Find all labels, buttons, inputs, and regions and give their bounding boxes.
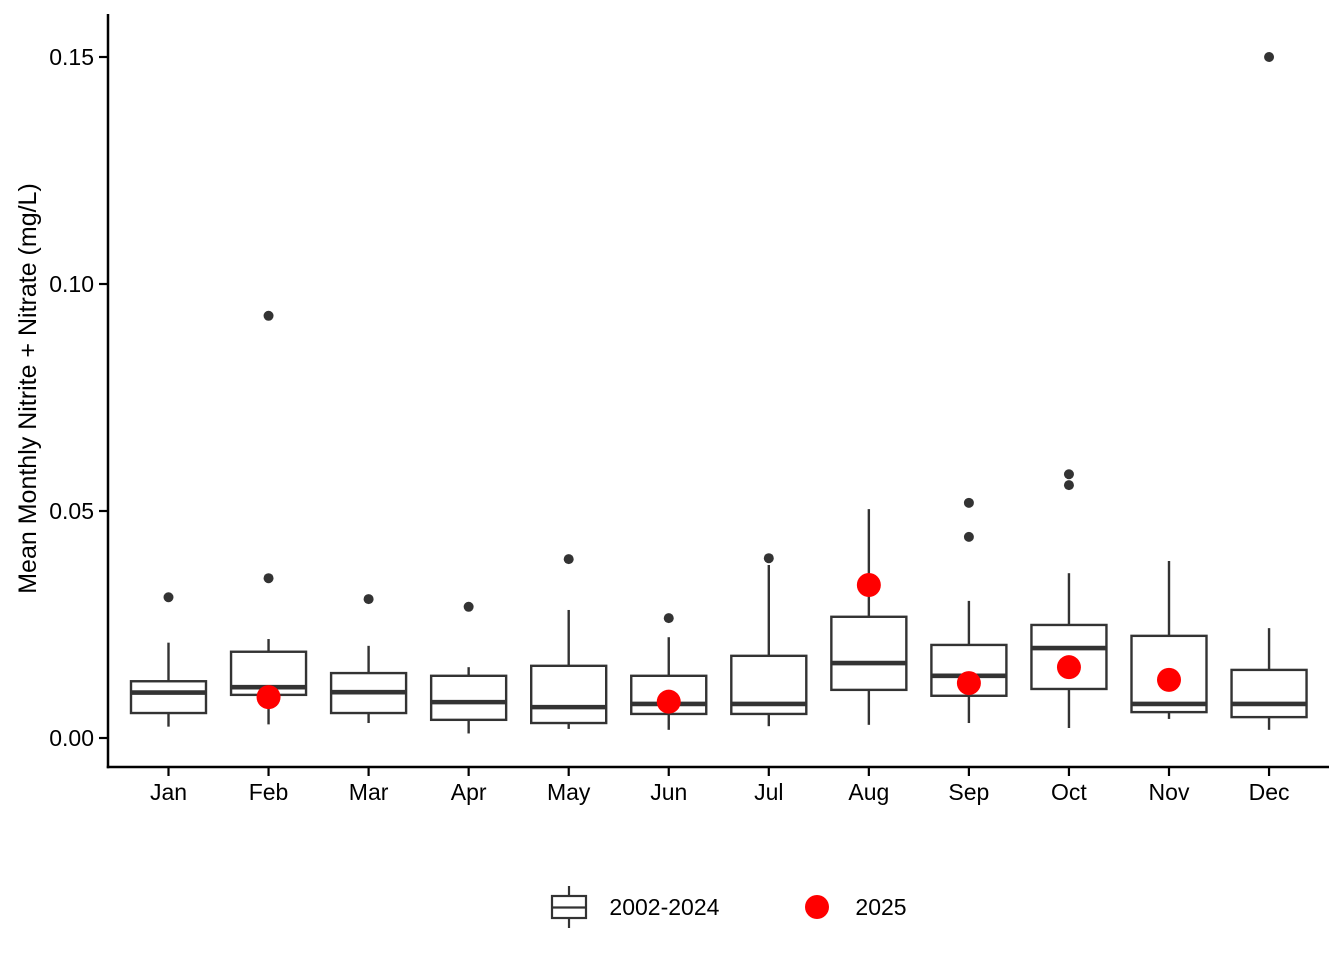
- boxplot-oct: [1030, 469, 1108, 729]
- boxplot-nov: [1130, 560, 1208, 719]
- legend-label-historical: 2002-2024: [609, 893, 720, 920]
- y-axis-title: Mean Monthly Nitrite + Nitrate (mg/L): [14, 183, 42, 594]
- outlier-dot: [263, 573, 274, 584]
- y-tick-label: 0.15: [49, 44, 94, 70]
- x-tick-label-dec: Dec: [1249, 779, 1290, 805]
- outlier-dot: [1063, 469, 1074, 480]
- outlier-dot: [763, 553, 774, 564]
- iqr-box: [530, 664, 608, 725]
- outlier-dot: [163, 592, 174, 603]
- boxplot-dec: [1230, 52, 1308, 730]
- x-tick-label-jan: Jan: [150, 779, 187, 805]
- x-tick-label-aug: Aug: [848, 779, 889, 805]
- x-tick-label-oct: Oct: [1051, 779, 1087, 805]
- current-year-dot-feb: [256, 685, 281, 710]
- outlier-dot: [963, 497, 974, 508]
- y-tick-label: 0.05: [49, 498, 94, 524]
- legend-item-historical: 2002-2024: [549, 884, 719, 930]
- outlier-dot: [1264, 52, 1275, 62]
- boxplot-jan: [129, 592, 208, 727]
- y-tick-label: 0.10: [49, 271, 94, 297]
- boxplot-feb: [229, 310, 308, 725]
- legend-item-2025: 2025: [803, 893, 907, 921]
- boxplot-apr: [429, 601, 508, 734]
- outlier-dot: [963, 531, 974, 542]
- x-tick-label-feb: Feb: [249, 779, 289, 805]
- x-tick-label-nov: Nov: [1149, 779, 1190, 805]
- x-tick-label-apr: Apr: [451, 779, 487, 805]
- iqr-box: [1230, 668, 1308, 719]
- x-tick-label-sep: Sep: [948, 779, 989, 805]
- boxplot-aug: [830, 509, 908, 725]
- outlier-dot: [663, 613, 674, 624]
- outlier-dot: [1063, 480, 1074, 491]
- legend: 2002-2024 2025: [56, 884, 1344, 930]
- legend-label-2025: 2025: [855, 893, 907, 920]
- boxplot-chart: 0.00 0.05 0.10 0.15 Jan Feb Mar Apr May Jun Jul Aug…: [14, 14, 1329, 805]
- outlier-dot: [363, 594, 374, 605]
- boxplot-may: [530, 554, 608, 729]
- x-tick-label-jul: Jul: [754, 779, 783, 805]
- current-year-dot-aug: [856, 573, 881, 598]
- current-year-dot-nov: [1157, 667, 1181, 692]
- current-year-dot-oct: [1056, 655, 1081, 680]
- boxplot-key-icon: [551, 886, 588, 928]
- current-year-dot-jun: [656, 689, 681, 714]
- iqr-box: [129, 680, 208, 715]
- outlier-dot: [263, 310, 274, 321]
- boxplot-jul: [730, 553, 808, 727]
- y-tick-label: 0.00: [49, 725, 94, 751]
- x-tick-label-jun: Jun: [650, 779, 687, 805]
- iqr-box: [830, 615, 908, 692]
- outlier-dot: [463, 601, 474, 612]
- x-tick-label-may: May: [547, 779, 591, 805]
- boxplot-mar: [329, 594, 408, 724]
- x-tick-label-mar: Mar: [349, 779, 389, 805]
- iqr-box: [429, 674, 508, 722]
- red-dot-icon: [805, 895, 830, 919]
- current-year-dot-sep: [956, 671, 981, 696]
- outlier-dot: [563, 554, 574, 565]
